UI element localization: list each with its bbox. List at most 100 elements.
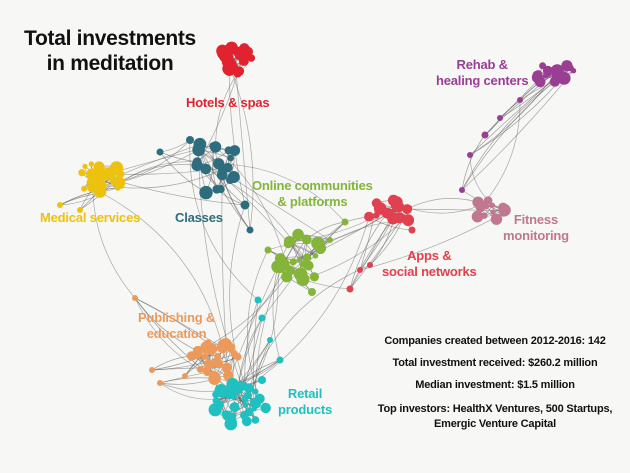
network-node-apps (408, 226, 416, 234)
network-node-online (283, 236, 296, 248)
network-node-classes (246, 226, 254, 234)
network-node-retail (276, 356, 284, 364)
network-node-publishing (217, 339, 230, 352)
network-node-online (281, 271, 293, 283)
network-node-online (292, 228, 304, 241)
network-node-classes (227, 154, 234, 162)
network-node-online (302, 253, 312, 262)
network-node-hotels (219, 51, 231, 63)
network-edge (196, 72, 238, 166)
stats-block: Companies created between 2012-2016: 142… (360, 330, 630, 396)
network-edge (101, 192, 228, 368)
network-node-medical (86, 178, 95, 187)
network-node-rehab (517, 97, 523, 103)
network-node-retail (240, 410, 249, 420)
network-node-classes (193, 143, 200, 151)
network-node-medical (88, 161, 95, 167)
network-node-medical (57, 202, 63, 208)
network-edge (159, 139, 191, 153)
network-node-online (276, 257, 290, 271)
network-edge (159, 378, 215, 385)
stat-companies: Companies created between 2012-2016: 142 (384, 335, 606, 347)
network-node-publishing (201, 353, 209, 360)
network-edge (461, 134, 486, 191)
network-edge (119, 149, 199, 183)
network-node-apps (402, 204, 413, 215)
network-node-retail (258, 376, 266, 384)
network-node-medical (81, 185, 88, 192)
network-node-apps (394, 212, 406, 224)
network-node-retail (267, 337, 273, 343)
network-node-hotels (231, 66, 240, 75)
network-node-retail (242, 382, 248, 389)
cluster-label-online: Online communities & platforms (252, 178, 373, 209)
network-node-apps (357, 267, 363, 273)
network-edge (218, 163, 346, 223)
network-node-online (264, 246, 272, 254)
network-node-retail (251, 416, 260, 424)
network-node-publishing (182, 373, 188, 379)
network-node-apps (387, 194, 400, 206)
network-node-online (301, 234, 312, 245)
chart-title: Total investments in meditation (24, 27, 196, 75)
network-node-online (299, 260, 308, 268)
network-node-retail (260, 402, 271, 414)
network-node-classes (199, 185, 213, 200)
network-node-online (311, 236, 325, 251)
network-edge (189, 139, 259, 301)
network-node-classes (223, 162, 233, 173)
network-node-rehab (497, 115, 503, 121)
network-edge (79, 182, 114, 211)
network-node-online (308, 288, 316, 296)
network-node-rehab (564, 61, 573, 69)
network-node-retail (241, 395, 249, 403)
network-edge (302, 279, 351, 290)
network-node-rehab (459, 187, 465, 193)
network-node-apps (381, 207, 393, 219)
stat-total-investment: Total investment received: $260.2 millio… (392, 357, 598, 369)
network-edge (272, 266, 281, 361)
network-node-fitness (471, 210, 484, 223)
network-node-medical (115, 169, 125, 179)
network-node-publishing (226, 344, 235, 353)
network-node-medical (82, 163, 88, 169)
network-node-retail (258, 314, 266, 322)
network-node-classes (186, 136, 194, 144)
network-edge (461, 81, 556, 191)
network-nodes (57, 41, 577, 431)
network-edge (483, 99, 521, 205)
network-edge (221, 174, 309, 266)
network-node-classes (192, 157, 202, 167)
network-node-rehab (481, 131, 489, 139)
network-node-retail (229, 402, 240, 412)
top-investors: Top investors: HealthX Ventures, 500 Sta… (377, 403, 613, 430)
network-node-publishing (221, 362, 233, 373)
network-edge (92, 186, 136, 299)
network-node-fitness (490, 213, 503, 225)
network-edge (215, 72, 238, 148)
network-node-retail (251, 406, 257, 412)
network-node-publishing (230, 350, 239, 359)
network-edge (252, 299, 259, 409)
network-edge (369, 208, 408, 266)
network-node-medical (93, 164, 99, 170)
network-edge (461, 70, 574, 191)
network-edge (469, 154, 489, 201)
network-node-hotels (239, 48, 251, 60)
network-node-rehab (534, 70, 543, 79)
network-node-medical (78, 169, 86, 177)
network-edge (408, 203, 484, 214)
network-node-fitness (489, 202, 496, 209)
network-node-apps (367, 262, 373, 268)
network-node-online (341, 218, 349, 226)
network-node-classes (209, 141, 222, 153)
network-edge (134, 297, 241, 386)
network-node-online (296, 256, 302, 262)
network-node-classes (229, 145, 241, 156)
network-node-classes (226, 176, 234, 184)
network-node-medical (94, 185, 107, 198)
network-node-rehab (539, 62, 547, 70)
cluster-label-medical: Medical services (40, 210, 141, 225)
cluster-label-rehab: Rehab & healing centers (436, 57, 529, 88)
